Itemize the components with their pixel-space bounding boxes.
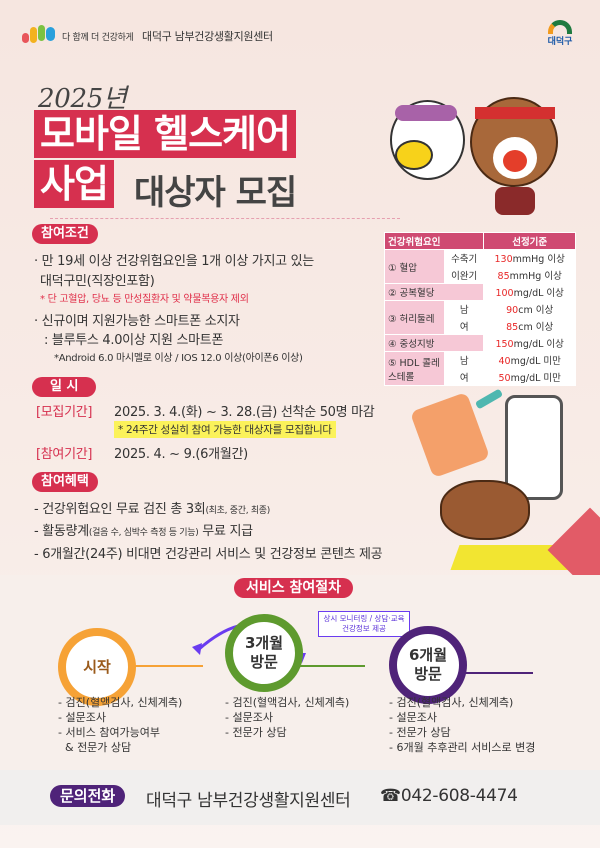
- participate-period-value: 2025. 4. ~ 9.(6개월간): [114, 447, 248, 462]
- participate-period-label: [참여기간]: [36, 447, 93, 462]
- table-header: 건강위험요인: [383, 232, 485, 250]
- contact-phone[interactable]: ☎042-608-4474: [380, 786, 518, 806]
- year-title: 2025년: [38, 84, 127, 114]
- dog-mascot-illustration: [465, 92, 565, 217]
- contact-org: 대덕구 남부건강생활지원센터: [146, 791, 351, 811]
- step-details: - 검진(혈액검사, 신체계측) - 설문조사 - 서비스 참여가능여부 & 전…: [58, 696, 183, 754]
- benefit-item: - 활동량계(걸음 수, 심박수 측정 등 기능) 무료 지급: [34, 524, 253, 539]
- step-3-month: 3개월 방문: [225, 614, 303, 692]
- recruit-period-label: [모집기간]: [36, 405, 93, 420]
- dog-exercise-illustration: [440, 480, 530, 540]
- eligibility-label: 참여조건: [32, 224, 98, 244]
- table-row: 여 85cm 이상: [385, 317, 576, 335]
- table-row: ① 혈압 수축기 130mmHg 이상: [384, 249, 576, 284]
- eligibility-note: *Android 6.0 마시멜로 이상 / IOS 12.0 이상(아이폰6 …: [54, 353, 303, 364]
- center-name: 대덕구 남부건강생활지원센터: [142, 30, 273, 43]
- step-details: - 검진(혈액검사, 신체계측) - 설문조사 - 전문가 상담 - 6개월 추…: [389, 696, 536, 754]
- table-row: ④ 중성지방 150mg/dL 이상: [383, 334, 576, 352]
- benefits-label: 참여혜택: [32, 472, 98, 492]
- connector-line: [128, 665, 203, 667]
- title-line2: 대상자 모집: [134, 173, 297, 213]
- table-row: 여 50mg/dL 미만: [385, 368, 576, 386]
- criteria-table: 건강위험요인 선정기준 ① 혈압 수축기 130mmHg 이상 이완기 85mmHg 이…: [383, 232, 576, 386]
- table-row: 이완기 85mmHg 이상: [385, 266, 576, 284]
- center-logo-icon: [22, 25, 58, 45]
- eligibility-item: · 신규이며 지원가능한 스마트폰 소지자: [34, 314, 240, 329]
- daedeok-logo: 대덕구: [540, 20, 580, 60]
- step-start: 시작: [58, 628, 136, 706]
- benefit-item: - 6개월간(24주) 비대면 건강관리 서비스 및 건강정보 콘텐츠 제공: [34, 547, 383, 562]
- dumbbell-icon: [474, 388, 504, 410]
- recruit-note: * 24주간 성실히 참여 가능한 대상자를 모집합니다: [114, 421, 336, 438]
- table-row: ③ 허리둘레 남 90cm 이상: [384, 300, 576, 335]
- monitoring-callout: 상시 모니터링 / 상담·교육 건강정보 제공: [318, 611, 410, 637]
- benefit-item: - 건강위험요인 무료 검진 총 3회(최초, 중간, 최종): [34, 502, 270, 517]
- connector-line: [455, 672, 533, 674]
- divider: [50, 218, 400, 219]
- slogan: 다 함께 더 건강하게: [62, 33, 134, 43]
- recruit-period-value: 2025. 3. 4.(화) ~ 3. 28.(금) 선착순 50명 마감: [114, 405, 375, 420]
- smartphone-hand-illustration: [505, 395, 563, 500]
- eligibility-note: * 단 고혈압, 당뇨 등 만성질환자 및 약물복용자 제외: [40, 294, 249, 305]
- connector-line: [290, 665, 365, 667]
- eligibility-item: : 블루투스 4.0이상 지원 스마트폰: [44, 333, 224, 348]
- title-highlight: 사업: [34, 160, 114, 208]
- table-row: ⑤ HDL 콜레스테롤 남 40mg/dL 미만: [384, 351, 576, 386]
- title-line1: 모바일 헬스케어: [34, 110, 296, 158]
- process-label: 서비스 참여절차: [234, 578, 354, 598]
- step-6-month: 6개월 방문: [389, 626, 467, 704]
- duck-mascot-illustration: [385, 100, 475, 210]
- table-header: 선정기준: [483, 232, 576, 250]
- table-row: ② 공복혈당 100mg/dL 이상: [383, 283, 576, 301]
- eligibility-item: 대덕구민(직장인포함): [40, 274, 155, 289]
- step-details: - 검진(혈액검사, 신체계측) - 설문조사 - 전문가 상담: [225, 696, 350, 739]
- eligibility-item: · 만 19세 이상 건강위험요인을 1개 이상 가지고 있는: [34, 254, 314, 269]
- contact-label: 문의전화: [50, 785, 126, 807]
- schedule-label: 일 시: [32, 377, 97, 397]
